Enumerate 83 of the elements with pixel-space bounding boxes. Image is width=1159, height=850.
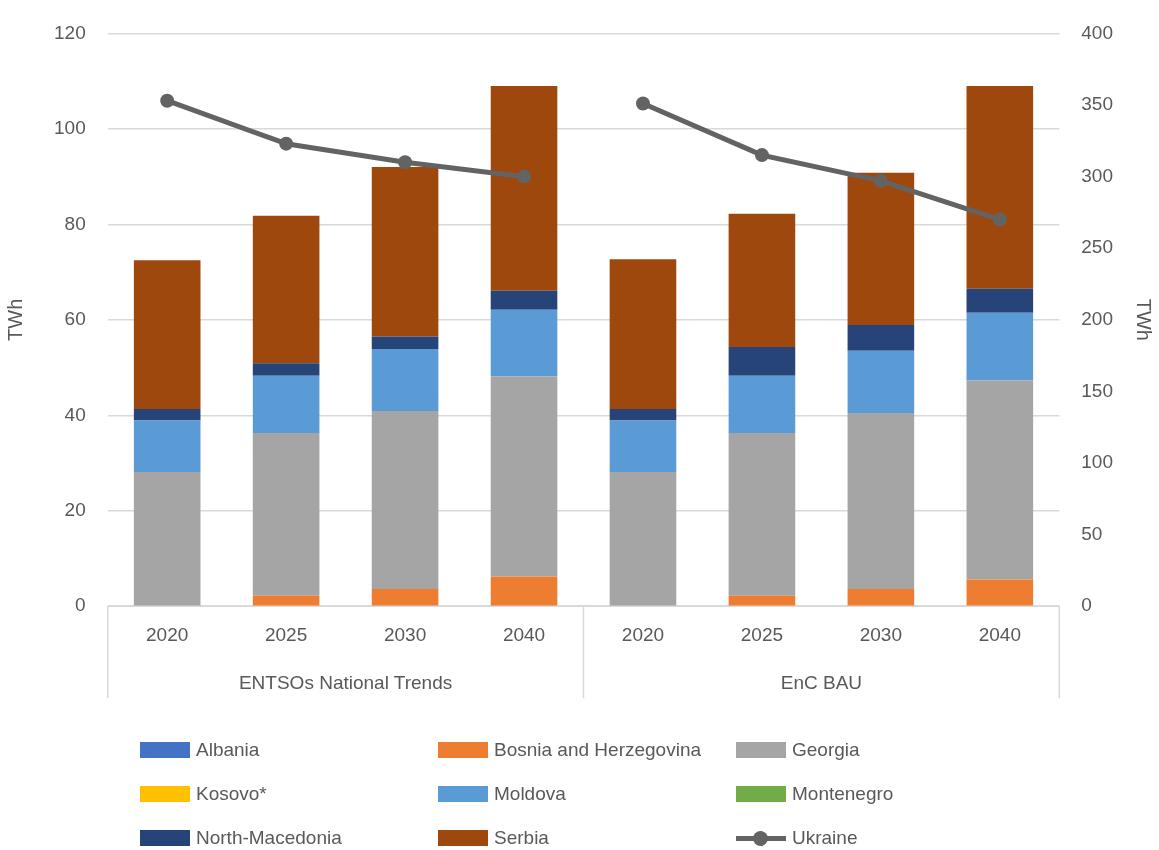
bar xyxy=(490,576,558,606)
x-tick-label: 2025 xyxy=(740,623,784,645)
legend-label: Moldova xyxy=(494,783,566,805)
y2-tick-label: 300 xyxy=(1081,164,1113,186)
bar xyxy=(966,380,1034,580)
x-tick-label: 2025 xyxy=(264,623,308,645)
bar xyxy=(252,595,320,606)
y2-tick-label: 250 xyxy=(1081,236,1113,258)
y-tick-label: 20 xyxy=(64,498,86,520)
x-tick-label: 2030 xyxy=(859,623,903,645)
x-tick-label: 2020 xyxy=(621,623,665,645)
legend-label: Montenegro xyxy=(792,783,894,805)
point xyxy=(398,155,413,170)
point xyxy=(160,93,175,108)
bar xyxy=(847,412,915,590)
y2-axis-title: TWh xyxy=(1133,298,1156,341)
legend-label: Ukraine xyxy=(792,827,858,849)
bar xyxy=(609,472,677,606)
y-tick-label: 60 xyxy=(64,308,86,330)
legend-label: Bosnia and Herzegovina xyxy=(494,739,702,761)
y2-tick-label: 350 xyxy=(1081,93,1113,115)
x-tick-label: 2040 xyxy=(502,623,546,645)
bar xyxy=(728,595,796,606)
y-tick-label: 120 xyxy=(54,21,86,43)
legend-label: Georgia xyxy=(792,739,860,761)
bar xyxy=(490,85,558,291)
bar xyxy=(966,85,1034,289)
bar xyxy=(133,420,201,473)
bar xyxy=(371,167,439,337)
bar xyxy=(371,410,439,590)
bar xyxy=(371,348,439,411)
text: EnC BAU xyxy=(780,672,863,694)
point xyxy=(992,212,1007,227)
bar xyxy=(728,213,796,348)
bar xyxy=(609,409,677,421)
bar xyxy=(847,589,915,606)
y2-tick-label: 0 xyxy=(1081,594,1092,616)
point xyxy=(279,136,294,151)
point xyxy=(517,169,532,184)
bar xyxy=(490,290,558,310)
bar xyxy=(133,260,201,410)
y2-tick-label: 400 xyxy=(1081,21,1113,43)
legend-label: Serbia xyxy=(494,827,549,849)
y2-tick-label: 100 xyxy=(1081,451,1113,473)
point xyxy=(873,173,888,188)
bar xyxy=(252,375,320,433)
point xyxy=(635,96,650,111)
bar xyxy=(728,432,796,596)
bar xyxy=(133,472,201,606)
legend-label: Albania xyxy=(196,739,260,761)
bar xyxy=(847,172,915,326)
y-tick-label: 80 xyxy=(64,212,86,234)
bar xyxy=(609,420,677,473)
text: ENTSOs National Trends xyxy=(238,672,453,694)
legend-label: North-Macedonia xyxy=(196,827,342,849)
bar xyxy=(966,312,1034,381)
y-axis-title: TWh xyxy=(3,298,26,341)
x-tick-label: 2020 xyxy=(146,623,189,645)
bar xyxy=(252,432,320,596)
bar xyxy=(966,288,1034,313)
x-tick-label: 2040 xyxy=(978,623,1021,645)
bar xyxy=(252,363,320,376)
legend-label: Kosovo* xyxy=(196,783,267,805)
y2-tick-label: 150 xyxy=(1081,379,1113,401)
y2-tick-label: 200 xyxy=(1081,308,1113,330)
bar xyxy=(609,259,677,410)
bar xyxy=(728,347,796,376)
bar xyxy=(847,350,915,413)
y-tick-label: 0 xyxy=(75,594,86,616)
bar xyxy=(371,336,439,349)
y2-tick-label: 50 xyxy=(1081,522,1103,544)
y-tick-label: 100 xyxy=(54,117,86,139)
x-tick-label: 2030 xyxy=(383,623,427,645)
bar xyxy=(966,579,1034,606)
bar xyxy=(728,375,796,433)
point xyxy=(754,148,769,163)
bar xyxy=(133,409,201,421)
bar xyxy=(371,589,439,606)
bar xyxy=(490,376,558,577)
bar xyxy=(847,325,915,351)
y-tick-label: 40 xyxy=(64,403,86,425)
bar xyxy=(252,215,320,364)
bar xyxy=(490,309,558,377)
